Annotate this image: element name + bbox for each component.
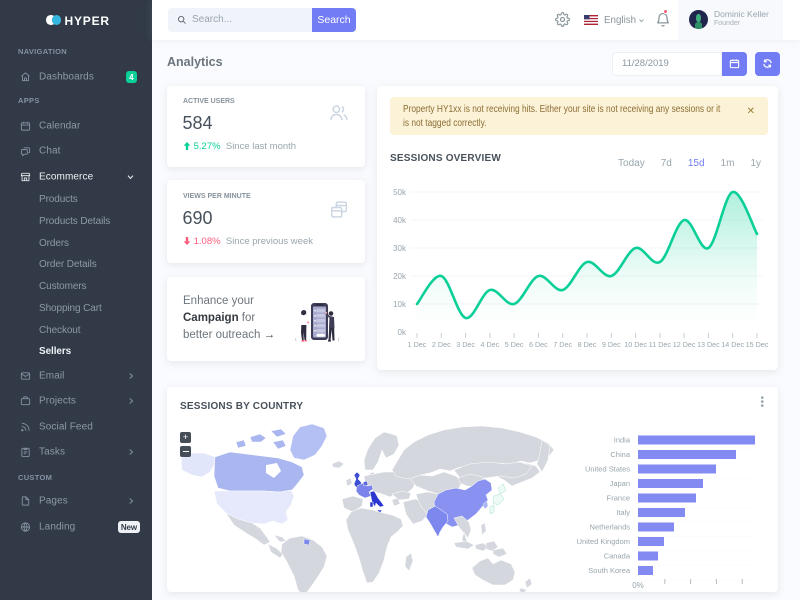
svg-text:9 Dec: 9 Dec [602, 340, 621, 349]
svg-text:Canada: Canada [604, 552, 631, 561]
svg-text:40k: 40k [393, 216, 407, 225]
svg-text:Italy: Italy [616, 508, 630, 517]
svg-text:15 Dec: 15 Dec [746, 340, 769, 349]
svg-text:50k: 50k [393, 188, 407, 197]
svg-text:10k: 10k [393, 300, 407, 309]
svg-text:7 Dec: 7 Dec [553, 340, 572, 349]
svg-text:10 Dec: 10 Dec [624, 340, 647, 349]
svg-text:8 Dec: 8 Dec [578, 340, 597, 349]
svg-text:France: France [607, 494, 630, 503]
svg-text:4 Dec: 4 Dec [481, 340, 500, 349]
svg-text:6 Dec: 6 Dec [529, 340, 548, 349]
svg-text:14 Dec: 14 Dec [721, 340, 744, 349]
svg-text:India: India [614, 436, 631, 445]
svg-text:5 Dec: 5 Dec [505, 340, 524, 349]
svg-text:Japan: Japan [610, 479, 630, 488]
svg-text:30k: 30k [393, 244, 407, 253]
svg-text:20k: 20k [393, 272, 407, 281]
svg-text:United States: United States [585, 465, 630, 474]
svg-text:United Kingdom: United Kingdom [577, 537, 630, 546]
svg-text:13 Dec: 13 Dec [697, 340, 720, 349]
svg-text:11 Dec: 11 Dec [649, 340, 672, 349]
svg-text:0k: 0k [398, 328, 407, 337]
svg-text:12 Dec: 12 Dec [673, 340, 696, 349]
svg-text:China: China [610, 450, 630, 459]
svg-text:1 Dec: 1 Dec [408, 340, 427, 349]
svg-text:Netherlands: Netherlands [590, 523, 631, 532]
svg-text:3 Dec: 3 Dec [456, 340, 475, 349]
svg-text:2 Dec: 2 Dec [432, 340, 451, 349]
svg-text:0%: 0% [632, 581, 644, 590]
svg-text:South Korea: South Korea [588, 566, 631, 575]
